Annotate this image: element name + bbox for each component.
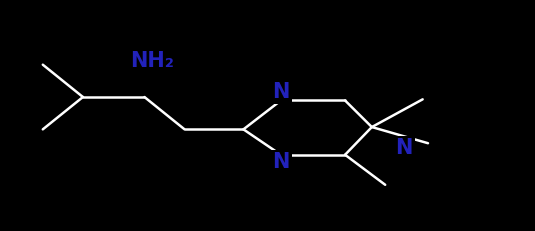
Text: N: N [395, 138, 412, 158]
Text: N: N [272, 152, 289, 172]
Text: NH₂: NH₂ [131, 51, 174, 71]
Text: N: N [272, 82, 289, 102]
